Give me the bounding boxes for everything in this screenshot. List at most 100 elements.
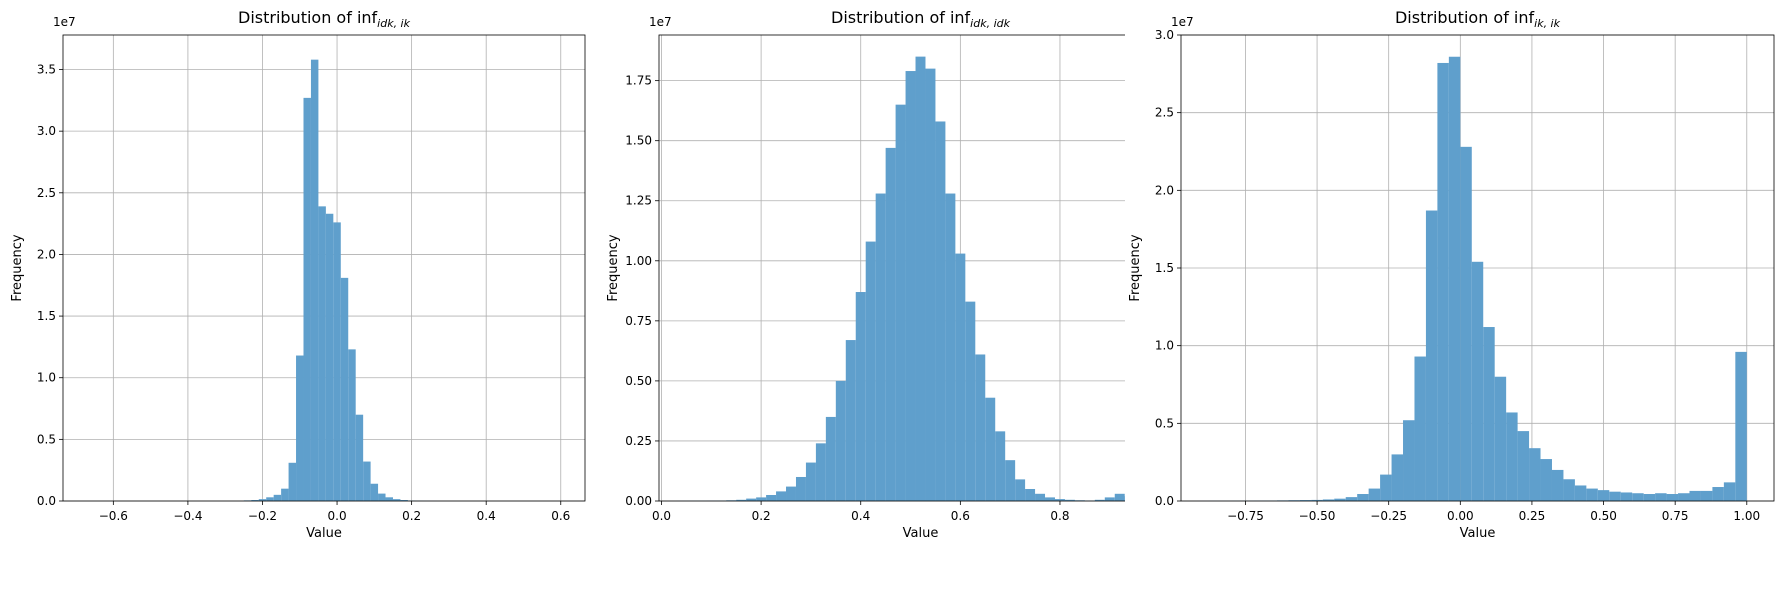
y-offset-label: 1e7: [1171, 15, 1194, 29]
histogram-bar: [392, 499, 401, 501]
histogram-bar: [333, 222, 341, 502]
histogram-bar: [1689, 490, 1701, 501]
histogram-bar: [1483, 327, 1495, 501]
histogram-bar: [925, 68, 936, 501]
histogram-bar: [955, 253, 966, 501]
y-axis-label: Frequency: [606, 234, 621, 301]
histogram-bar: [766, 494, 777, 501]
histogram-panel-2: 0.00.20.40.60.81.00.000.250.500.751.001.…: [606, 8, 1125, 541]
histogram-bar: [355, 414, 364, 501]
y-tick-label: 0.0: [1155, 494, 1174, 508]
histogram-bar: [815, 443, 826, 501]
x-axis-label: Value: [306, 526, 342, 541]
y-tick-label: 1.0: [37, 371, 56, 385]
x-tick-label: 0.4: [477, 509, 496, 523]
histogram-bar: [325, 213, 334, 502]
histogram-bar: [1311, 499, 1323, 501]
histogram-bar: [1380, 474, 1392, 501]
histogram-bar: [1054, 499, 1065, 501]
histogram-bar: [1563, 479, 1575, 501]
axes-frame: [658, 34, 1125, 502]
histogram-bar: [1700, 490, 1713, 501]
histogram-bar: [915, 56, 926, 501]
histogram-bar: [1678, 493, 1690, 501]
chart-title-main: Distribution of inf: [831, 8, 971, 27]
chart-title: Distribution of infidk, ik: [238, 8, 411, 30]
x-tick-label: 0.8: [1050, 509, 1069, 523]
y-tick-label: 1.00: [625, 254, 652, 268]
histogram-bar: [1666, 494, 1679, 501]
histogram-bar: [1425, 210, 1438, 501]
histogram-bar: [756, 497, 767, 501]
y-axis: 0.0 0.5 1.0 1.5 2.0 2.5 3.0: [1155, 28, 1181, 508]
histogram-bar: [1586, 488, 1598, 501]
histogram-bar: [975, 354, 986, 501]
histogram-bar: [1104, 497, 1115, 501]
histogram-bar: [1094, 499, 1105, 501]
histogram-bar: [1723, 482, 1736, 501]
x-tick-label: −0.4: [173, 509, 202, 523]
x-tick-label: −0.2: [248, 509, 277, 523]
histogram-bar: [1437, 62, 1449, 502]
histogram-bar: [266, 497, 274, 501]
y-tick-label: 3.5: [37, 63, 56, 77]
histogram-bar: [378, 493, 386, 501]
histogram-bar: [786, 486, 796, 501]
y-tick-label: 1.75: [625, 74, 652, 88]
y-tick-label: 1.5: [1155, 261, 1174, 275]
x-tick-label: 0.6: [951, 509, 970, 523]
histogram-bar: [1735, 351, 1747, 501]
y-tick-label: 2.5: [37, 186, 56, 200]
x-axis: 0.00.20.40.60.81.0: [652, 501, 1070, 523]
x-tick-label: 0.2: [752, 509, 771, 523]
y-offset-label: 1e7: [649, 15, 672, 29]
histogram-bar: [1035, 493, 1046, 501]
histogram-bar: [303, 97, 311, 501]
histogram-bar: [905, 71, 916, 501]
x-tick-label: 0.00: [1447, 509, 1474, 523]
histogram-bar: [855, 292, 866, 501]
histogram-panel-3: −0.75 −0.50 −0.25 0.00 0.25 0.50 0.75 1.000.00.…: [1128, 8, 1775, 541]
y-tick-label: 2.5: [1155, 106, 1174, 120]
axes-frame: [62, 34, 586, 502]
y-axis-label: Frequency: [1128, 234, 1143, 301]
histogram-bar: [1345, 497, 1358, 501]
chart-title: Distribution of infik, ik: [1395, 8, 1561, 30]
y-tick-label: 0.75: [625, 314, 652, 328]
histogram-bar: [1632, 493, 1644, 501]
histogram-bar: [985, 397, 996, 501]
histogram-bar: [1025, 488, 1036, 501]
histogram-bar: [776, 491, 787, 501]
y-tick-label: 1.0: [1155, 339, 1174, 353]
histogram-bar: [1712, 487, 1724, 501]
histogram-bar: [875, 193, 886, 502]
histogram-bar: [400, 500, 408, 501]
x-axis: −0.6 −0.4 −0.2 0.0 0.2 0.4 0.6: [99, 501, 570, 523]
x-tick-label: −0.50: [1299, 509, 1336, 523]
histogram-bar: [1609, 491, 1621, 501]
histogram-bar: [370, 483, 379, 501]
histogram-bars: [676, 56, 1125, 502]
histogram-bar: [1114, 493, 1125, 501]
histogram-bar: [1322, 499, 1335, 501]
histogram-bar: [1334, 498, 1346, 501]
x-tick-label: 1.00: [1733, 509, 1760, 523]
histogram-bar: [935, 121, 946, 501]
y-axis: 0.00 0.25 0.50 0.75 1.00 1.25 1.50 1.75: [625, 74, 659, 508]
x-tick-label: 0.2: [402, 509, 421, 523]
chart-title: Distribution of infidk, idk: [831, 8, 1011, 30]
x-axis: −0.75 −0.50 −0.25 0.00 0.25 0.50 0.75 1.00: [1227, 501, 1760, 523]
histogram-bar: [258, 499, 267, 501]
x-tick-label: −0.25: [1370, 509, 1407, 523]
histogram-bars: [1196, 56, 1747, 502]
histogram-bar: [296, 355, 304, 501]
histogram-bar: [1391, 454, 1404, 501]
histogram-bar: [1643, 494, 1656, 501]
histogram-bar: [965, 301, 976, 501]
x-tick-label: 0.50: [1590, 509, 1617, 523]
histogram-bar: [1460, 146, 1472, 501]
y-tick-label: 0.5: [37, 432, 56, 446]
y-tick-label: 0.50: [625, 374, 652, 388]
histogram-bar: [805, 462, 816, 501]
